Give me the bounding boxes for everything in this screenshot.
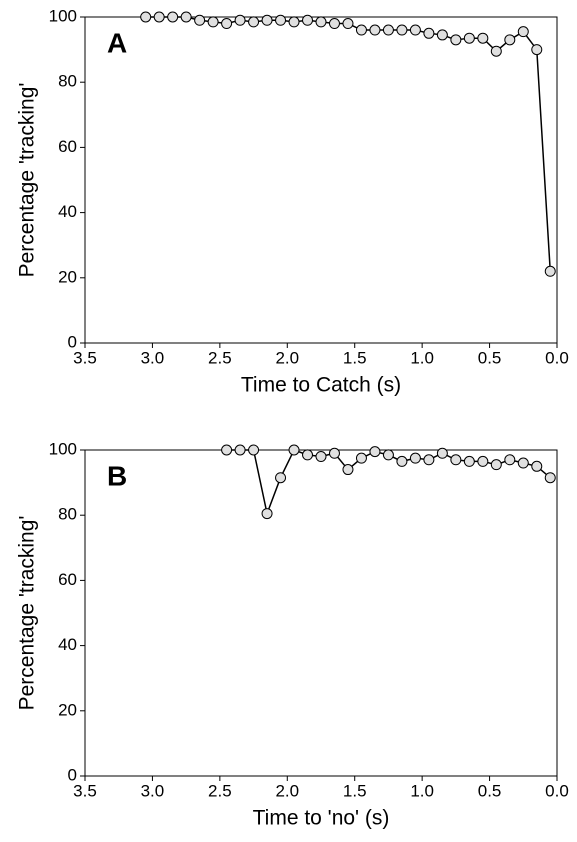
y-tick-label: 20 <box>58 267 77 286</box>
y-tick-label: 0 <box>68 332 77 351</box>
y-tick-label: 100 <box>49 6 77 25</box>
x-tick-label: 3.0 <box>141 781 165 800</box>
x-axis-label: Time to 'no' (s) <box>253 807 390 830</box>
data-point <box>342 464 354 476</box>
data-point <box>302 449 314 461</box>
data-point <box>504 34 516 46</box>
data-point <box>248 16 260 28</box>
data-point <box>544 265 556 277</box>
x-tick-label: 3.5 <box>73 348 97 367</box>
data-point <box>490 459 502 471</box>
x-tick-label: 2.0 <box>275 348 299 367</box>
data-point <box>288 16 300 28</box>
data-point <box>531 460 543 472</box>
data-point <box>315 451 327 463</box>
x-tick-label: 0.0 <box>545 348 569 367</box>
data-point <box>517 457 529 469</box>
data-point <box>328 18 340 30</box>
data-point <box>234 14 246 26</box>
data-point <box>409 24 421 36</box>
data-point <box>234 444 246 456</box>
data-point <box>328 447 340 459</box>
y-tick-label: 20 <box>58 700 77 719</box>
data-point <box>355 452 367 464</box>
x-tick-label: 0.5 <box>478 348 502 367</box>
data-point <box>355 24 367 36</box>
x-tick-label: 3.0 <box>141 348 165 367</box>
data-point <box>477 455 489 467</box>
data-point <box>194 14 206 26</box>
data-point <box>288 444 300 456</box>
plot-frame <box>84 16 558 344</box>
data-point <box>517 26 529 38</box>
data-point <box>463 455 475 467</box>
data-point <box>504 454 516 466</box>
data-line <box>145 16 552 272</box>
y-tick-label: 0 <box>68 765 77 784</box>
data-point <box>302 14 314 26</box>
panel-label: A <box>107 27 127 58</box>
data-point <box>140 11 152 23</box>
data-point <box>248 444 260 456</box>
data-point <box>450 454 462 466</box>
x-tick-label: 1.0 <box>410 348 434 367</box>
y-axis-label: Percentage 'tracking' <box>16 516 39 711</box>
data-point <box>531 44 543 56</box>
data-point <box>544 472 556 484</box>
x-tick-label: 0.5 <box>478 781 502 800</box>
y-tick-label: 100 <box>49 439 77 458</box>
data-point <box>490 45 502 57</box>
x-tick-label: 1.0 <box>410 781 434 800</box>
data-point <box>409 452 421 464</box>
data-point <box>436 29 448 41</box>
x-tick-label: 1.5 <box>343 781 367 800</box>
data-point <box>167 11 179 23</box>
data-point <box>153 11 165 23</box>
data-point <box>261 14 273 26</box>
data-point <box>423 454 435 466</box>
data-point <box>261 508 273 520</box>
data-point <box>180 11 192 23</box>
x-tick-label: 0.0 <box>545 781 569 800</box>
data-point <box>275 14 287 26</box>
y-axis-label: Percentage 'tracking' <box>16 83 39 278</box>
data-point <box>463 32 475 44</box>
x-axis-label: Time to Catch (s) <box>241 374 401 397</box>
data-point <box>275 472 287 484</box>
data-point <box>477 32 489 44</box>
data-point <box>396 24 408 36</box>
y-tick-label: 80 <box>58 72 77 91</box>
data-point <box>221 444 233 456</box>
data-point <box>382 449 394 461</box>
x-tick-label: 2.5 <box>208 348 232 367</box>
x-tick-label: 3.5 <box>73 781 97 800</box>
data-point <box>450 34 462 46</box>
data-point <box>423 27 435 39</box>
data-point <box>221 18 233 30</box>
y-tick-label: 40 <box>58 202 77 221</box>
data-point <box>315 16 327 28</box>
x-tick-label: 1.5 <box>343 348 367 367</box>
data-point <box>369 446 381 458</box>
data-point <box>396 455 408 467</box>
x-tick-label: 2.0 <box>275 781 299 800</box>
plot-frame <box>84 449 558 777</box>
y-tick-label: 80 <box>58 505 77 524</box>
x-tick-label: 2.5 <box>208 781 232 800</box>
panel-label: B <box>107 460 127 491</box>
y-tick-label: 60 <box>58 137 77 156</box>
data-point <box>382 24 394 36</box>
data-point <box>207 16 219 28</box>
y-tick-label: 60 <box>58 570 77 589</box>
data-point <box>342 18 354 30</box>
y-tick-label: 40 <box>58 635 77 654</box>
data-point <box>369 24 381 36</box>
data-point <box>436 447 448 459</box>
